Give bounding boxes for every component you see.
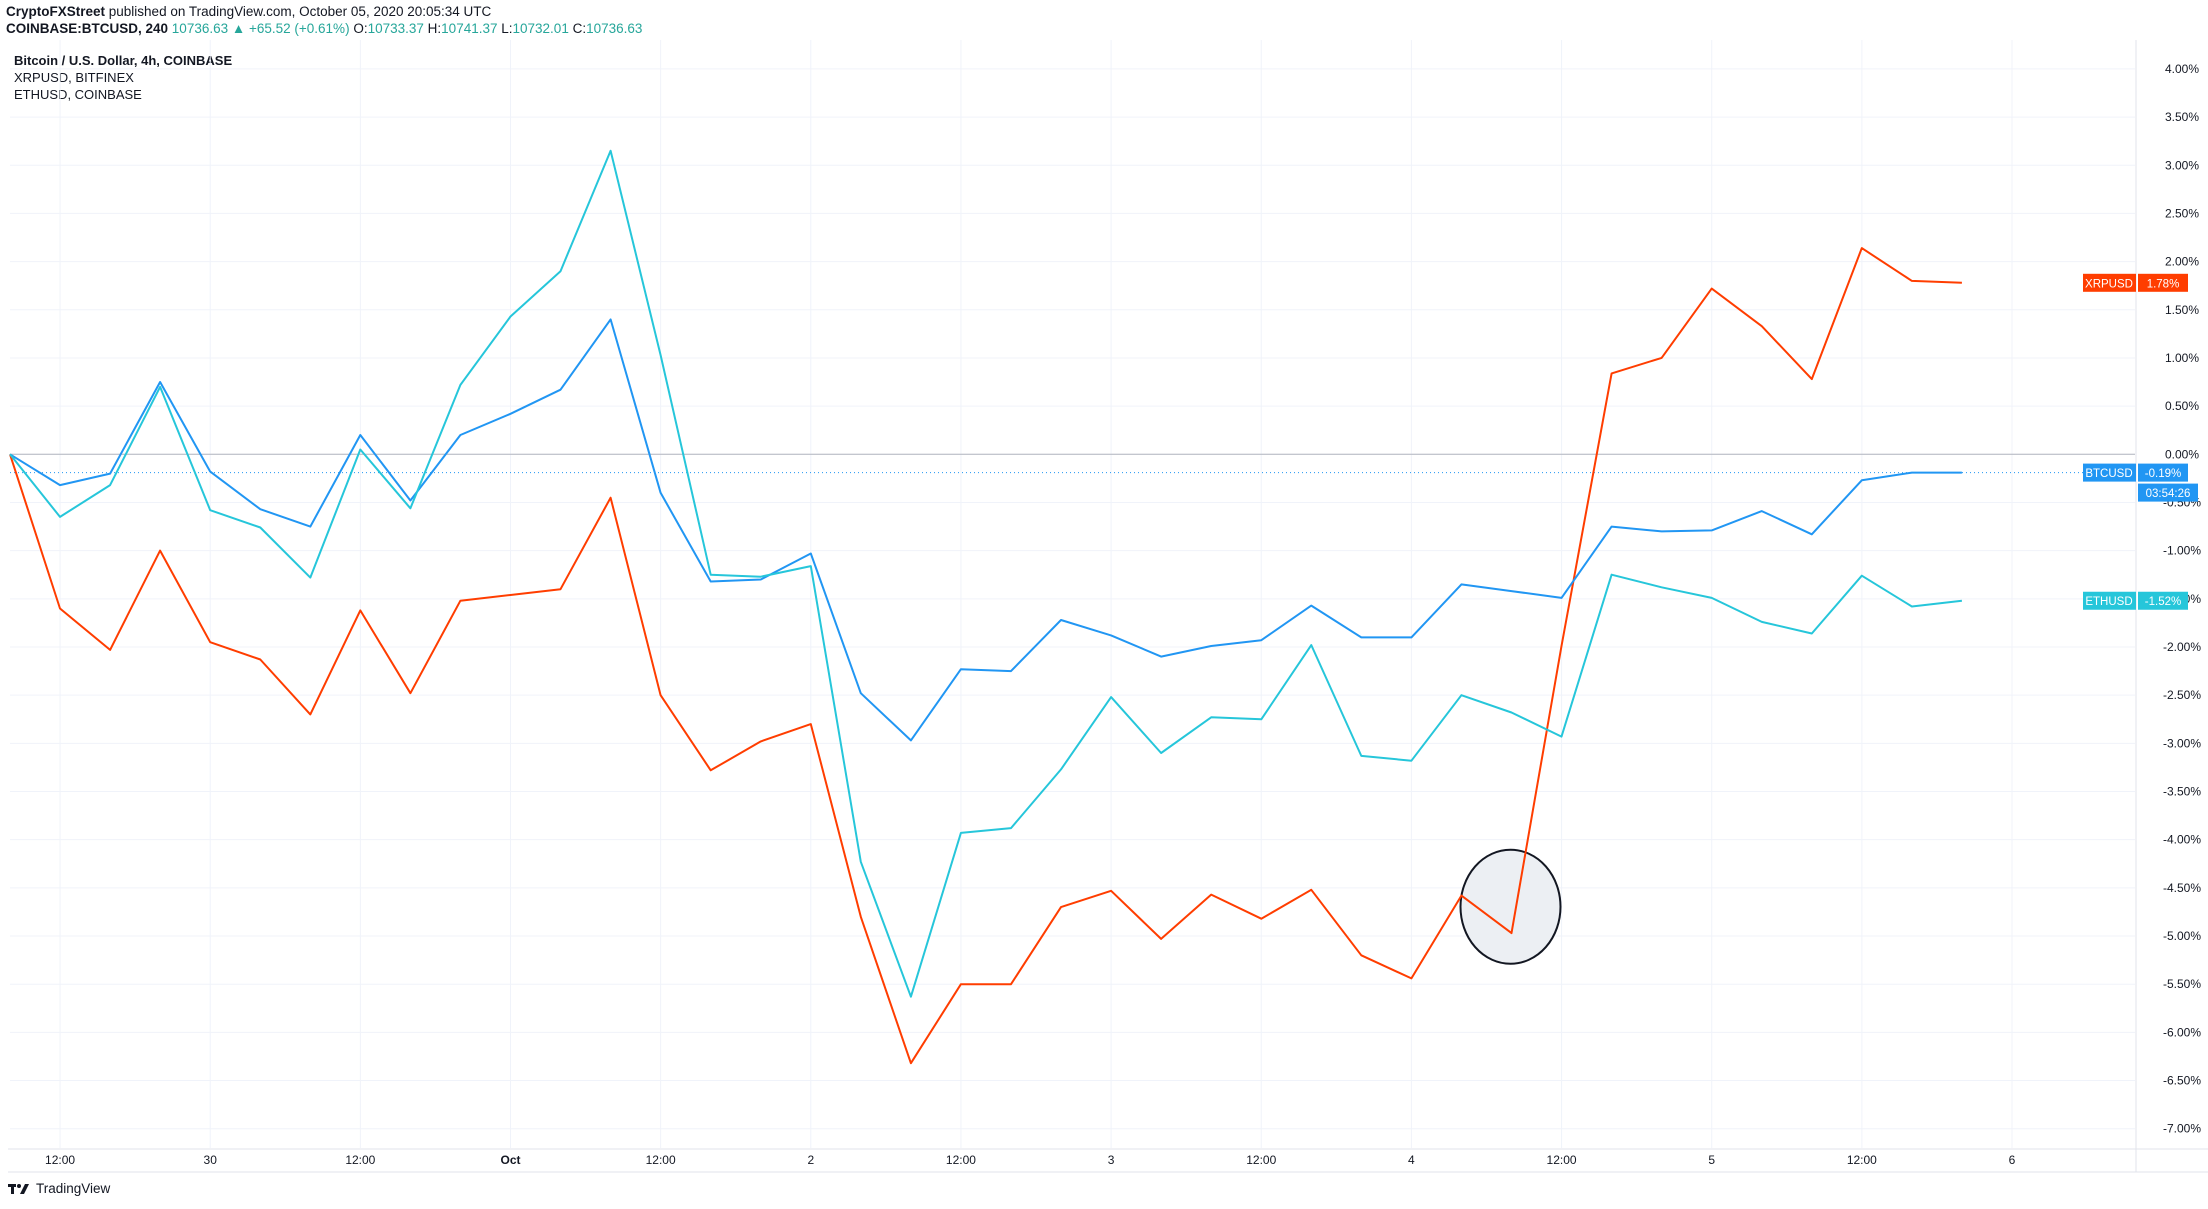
x-tick-label: 5 <box>1708 1153 1715 1167</box>
low-value: 10732.01 <box>512 21 569 36</box>
btcusd-badge: BTCUSD -0.19% 03:54:26 <box>2083 463 2198 502</box>
y-tick-label: -7.00% <box>2163 1122 2201 1136</box>
x-tick-label: 12:00 <box>45 1153 75 1167</box>
y-tick-label: -5.50% <box>2163 977 2201 991</box>
badge-name-text: ETHUSD <box>2085 596 2132 608</box>
close-label: C: <box>572 21 587 36</box>
xrpusd-badge: XRPUSD 1.78% <box>2083 273 2188 292</box>
last-price: 10736.63 <box>171 21 229 36</box>
last-value-badges: BTCUSD -0.19% 03:54:26 XRPUSD 1.78% ETHUSD -1.… <box>2083 273 2198 610</box>
legend-eth-series[interactable]: ETHUSD, COINBASE <box>14 87 142 102</box>
y-tick-label: 0.50% <box>2165 399 2199 413</box>
x-tick-label: 12:00 <box>1246 1153 1276 1167</box>
y-tick-label: -4.00% <box>2163 833 2201 847</box>
y-tick-label: -4.50% <box>2163 881 2201 895</box>
y-tick-label: 1.50% <box>2165 303 2199 317</box>
high-value: 10741.37 <box>441 21 498 36</box>
xrpusd-line <box>9 247 1962 1065</box>
x-tick-label: 30 <box>204 1153 218 1167</box>
ethusd-badge: ETHUSD -1.52% <box>2083 591 2188 610</box>
chart-axes <box>8 40 2208 1173</box>
x-tick-label: 12:00 <box>1547 1153 1577 1167</box>
countdown-timer-text: 03:54:26 <box>2146 488 2191 500</box>
y-tick-label: -3.50% <box>2163 785 2201 799</box>
annotation-layer <box>1459 848 1562 965</box>
y-tick-label: -3.00% <box>2163 736 2201 750</box>
series-lines <box>9 149 1963 1065</box>
y-tick-label: 1.00% <box>2165 351 2199 365</box>
high-label: H: <box>427 21 442 36</box>
legend-xrp-series[interactable]: XRPUSD, BITFINEX <box>14 70 134 85</box>
annotation-circle <box>1459 848 1562 965</box>
y-tick-label: -5.00% <box>2163 929 2201 943</box>
badge-value-box <box>2138 591 2188 610</box>
y-tick-label: 2.00% <box>2165 255 2199 269</box>
publisher-name[interactable]: CryptoFXStreet <box>6 4 106 19</box>
badge-value-box <box>2138 273 2188 292</box>
badge-name-box <box>2083 591 2136 610</box>
price-scale[interactable]: 4.00% 3.50% 3.00% 2.50% 2.00% 1.50% 1.00% 0.50%… <box>2163 62 2201 1136</box>
x-tick-label: 12:00 <box>646 1153 676 1167</box>
x-tick-label: 12:00 <box>1847 1153 1877 1167</box>
btcusd-line <box>9 318 1962 742</box>
badge-value-text: -1.52% <box>2145 596 2181 608</box>
symbol-label: COINBASE:BTCUSD, 240 <box>6 21 169 36</box>
y-tick-label: 4.00% <box>2165 62 2199 76</box>
badge-value-text: 1.78% <box>2147 278 2180 290</box>
x-tick-label: 6 <box>2009 1153 2016 1167</box>
badge-name-text: BTCUSD <box>2085 468 2132 480</box>
x-tick-label: 3 <box>1108 1153 1115 1167</box>
x-tick-label: 12:00 <box>345 1153 375 1167</box>
footer-brand: TradingView <box>36 1181 111 1196</box>
low-label: L: <box>501 21 513 36</box>
y-tick-label: 2.50% <box>2165 206 2199 220</box>
published-text: published on TradingView.com, October 05… <box>108 4 492 19</box>
close-value: 10736.63 <box>586 21 643 36</box>
y-tick-label: -6.00% <box>2163 1025 2201 1039</box>
x-tick-label: 12:00 <box>946 1153 976 1167</box>
price-change: ▲ +65.52 (+0.61%) <box>231 21 350 36</box>
x-tick-label: 2 <box>807 1153 814 1167</box>
open-label: O: <box>353 21 368 36</box>
y-tick-label: -1.00% <box>2163 544 2201 558</box>
tradingview-footer[interactable]: TradingView <box>8 1181 110 1196</box>
time-scale[interactable]: 12:00 30 12:00 Oct 12:00 2 12:00 3 12:00 4 12:00 5 1… <box>45 1153 2016 1167</box>
chart-grid <box>10 40 2135 1148</box>
y-tick-label: 3.50% <box>2165 110 2199 124</box>
badge-value-text: -0.19% <box>2145 468 2181 480</box>
publish-info: CryptoFXStreet published on TradingView.… <box>6 4 491 19</box>
open-value: 10733.37 <box>367 21 424 36</box>
y-tick-label: 0.00% <box>2165 447 2199 461</box>
badge-value-box <box>2138 463 2188 482</box>
y-tick-label: -2.00% <box>2163 640 2201 654</box>
y-tick-label: 3.00% <box>2165 158 2199 172</box>
y-tick-label: -2.50% <box>2163 688 2201 702</box>
y-tick-label: -6.50% <box>2163 1074 2201 1088</box>
badge-name-box <box>2083 463 2136 482</box>
x-tick-label: Oct <box>500 1153 520 1167</box>
badge-timer-box <box>2138 483 2198 502</box>
tradingview-logo-icon <box>8 1183 29 1194</box>
ohlc-bar: COINBASE:BTCUSD, 240 10736.63 ▲ +65.52 (… <box>6 21 642 36</box>
x-tick-label: 4 <box>1408 1153 1415 1167</box>
legend-main-series[interactable]: Bitcoin / U.S. Dollar, 4h, COINBASE <box>14 53 233 68</box>
badge-name-text: XRPUSD <box>2085 278 2133 290</box>
ethusd-line <box>9 149 1963 998</box>
badge-name-box <box>2083 273 2136 292</box>
